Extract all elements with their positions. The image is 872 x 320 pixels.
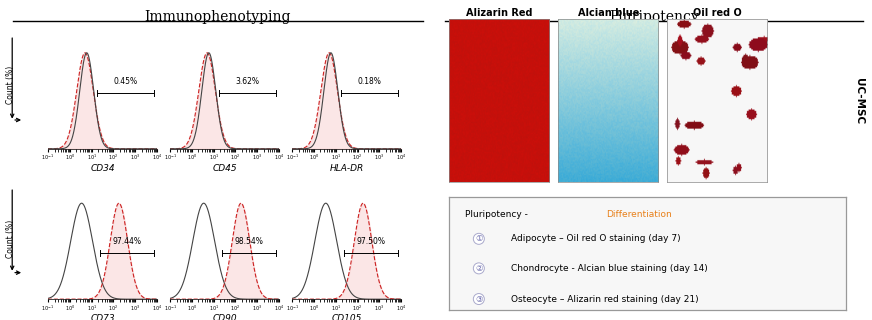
Text: 3.62%: 3.62% bbox=[235, 77, 260, 86]
Text: 97.50%: 97.50% bbox=[357, 237, 385, 246]
X-axis label: CD105: CD105 bbox=[331, 314, 362, 320]
Text: 97.44%: 97.44% bbox=[112, 237, 141, 246]
Text: Count (%): Count (%) bbox=[6, 219, 16, 258]
Text: Pluripotency: Pluripotency bbox=[610, 10, 698, 24]
X-axis label: CD90: CD90 bbox=[212, 314, 237, 320]
X-axis label: CD73: CD73 bbox=[90, 314, 115, 320]
Text: Alcian blue: Alcian blue bbox=[577, 8, 639, 18]
Text: Oil red O: Oil red O bbox=[693, 8, 741, 18]
Text: Adipocyte – Oil red O staining (day 7): Adipocyte – Oil red O staining (day 7) bbox=[511, 234, 680, 243]
Text: ①: ① bbox=[475, 234, 482, 243]
X-axis label: CD34: CD34 bbox=[90, 164, 115, 173]
Text: Chondrocyte - Alcian blue staining (day 14): Chondrocyte - Alcian blue staining (day … bbox=[511, 264, 707, 273]
Text: 98.54%: 98.54% bbox=[235, 237, 263, 246]
Text: UC-MSC: UC-MSC bbox=[854, 78, 864, 124]
Text: 0.18%: 0.18% bbox=[358, 77, 381, 86]
X-axis label: CD45: CD45 bbox=[212, 164, 237, 173]
X-axis label: HLA-DR: HLA-DR bbox=[330, 164, 364, 173]
Text: ③: ③ bbox=[475, 294, 482, 304]
Text: ②: ② bbox=[475, 264, 482, 273]
Text: Osteocyte – Alizarin red staining (day 21): Osteocyte – Alizarin red staining (day 2… bbox=[511, 294, 698, 304]
Text: 0.45%: 0.45% bbox=[113, 77, 138, 86]
Text: Alizarin Red: Alizarin Red bbox=[466, 8, 533, 18]
Text: Immunophenotyping: Immunophenotyping bbox=[145, 10, 291, 24]
Text: Differentiation: Differentiation bbox=[606, 211, 671, 220]
Text: Pluripotency -: Pluripotency - bbox=[465, 211, 531, 220]
Text: Count (%): Count (%) bbox=[6, 66, 16, 104]
